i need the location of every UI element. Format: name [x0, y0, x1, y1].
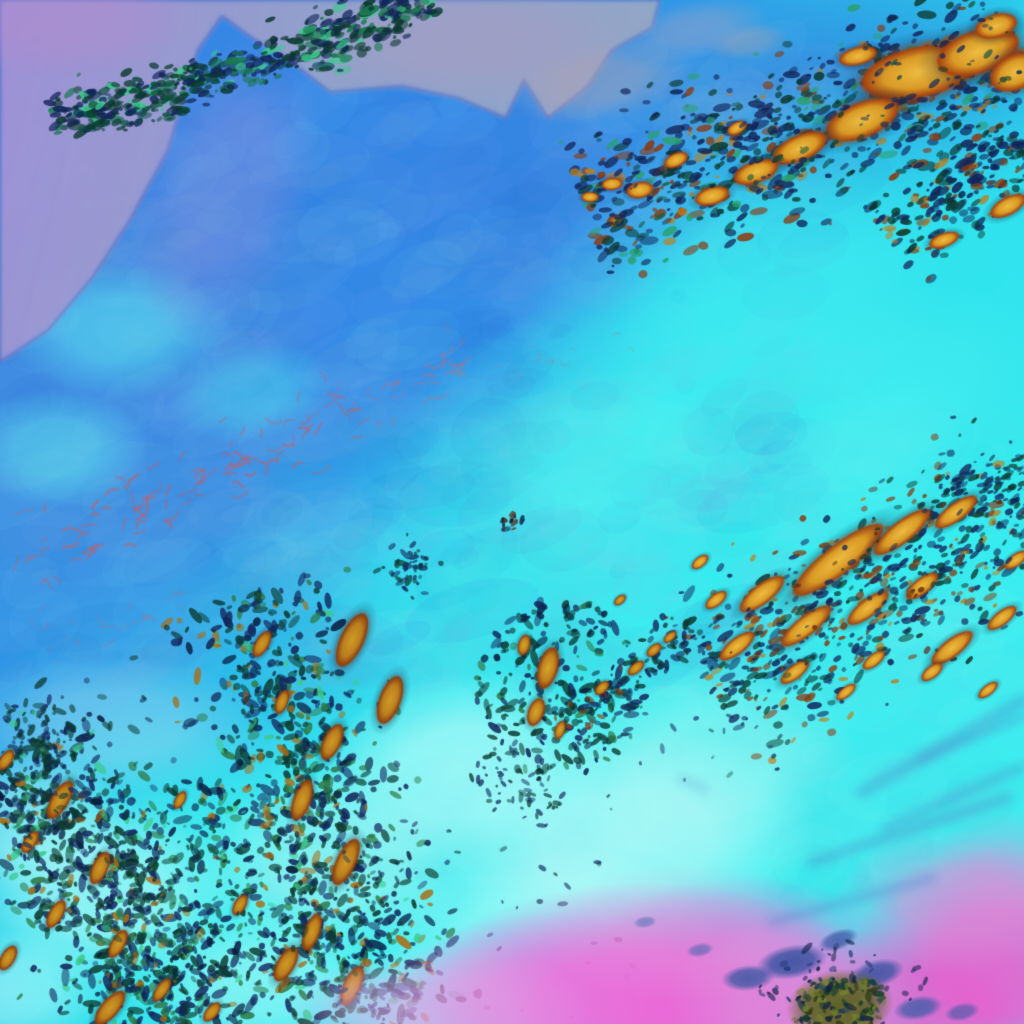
satellite-image [0, 0, 1024, 1024]
screenshot-root: False-color satellite image: lavender-gr… [0, 0, 1024, 1024]
satellite-image-figure: False-color satellite image: lavender-gr… [0, 0, 1024, 1024]
